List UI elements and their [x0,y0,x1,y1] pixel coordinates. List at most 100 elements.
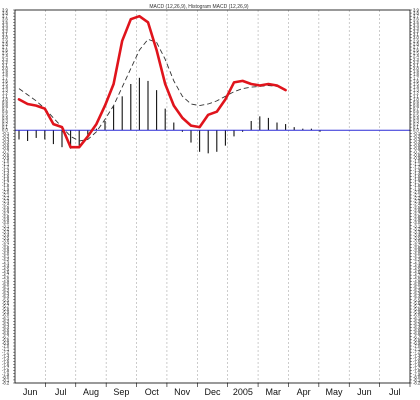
y-tick-label-left: 2.8 [2,41,8,46]
y-tick-label-right: -2.8 [413,214,420,219]
y-tick-label-left: 2.3 [2,57,8,62]
y-tick-label-left: -7.1 [2,347,10,352]
y-tick-label-left: 1.0 [2,97,8,102]
y-tick-label-right: -7.1 [413,347,420,352]
y-tick-label-right: 3.0 [413,35,419,40]
y-tick-label-left: -6.1 [2,316,10,321]
y-tick-label-right: -5.4 [413,294,420,299]
y-tick-label-right: -3.0 [413,220,420,225]
y-tick-label-right: -5.6 [413,300,420,305]
y-tick-label-right: -1.2 [413,165,420,170]
y-tick-label-right: -4.2 [413,257,420,262]
y-tick-label-left: -7.3 [2,353,10,358]
y-tick-label-left: 2.5 [2,51,8,56]
y-tick-label-right: -0.1 [413,131,420,136]
y-tick-label-left: -2.9 [2,217,10,222]
y-tick-label-right: -4.5 [413,266,420,271]
y-tick-label-left: -7.4 [2,356,10,361]
y-tick-label-right: -1.8 [413,183,420,188]
y-tick-label-right: -6.0 [413,313,420,318]
y-tick-label-right: -2.2 [413,196,420,201]
y-tick-label-left: -5.4 [2,294,10,299]
y-tick-label-left: -1.4 [2,171,10,176]
y-tick-label-right: -7.9 [413,371,420,376]
y-tick-label-right: -3.1 [413,223,420,228]
x-tick-label: Oct [145,387,160,397]
y-tick-label-right: -3.4 [413,233,420,238]
y-axis-right: 3.93.83.73.63.53.43.33.23.13.02.92.82.72… [410,8,420,386]
chart-title: MACD (12,26,9), Histogram MACD (12,26,9) [149,4,249,10]
y-tick-label-right: -6.6 [413,331,420,336]
y-tick-label-right: 2.3 [413,57,419,62]
y-tick-label-right: 1.3 [413,88,419,93]
y-tick-label-left: -4.6 [2,270,10,275]
y-tick-label-left: 0.1 [2,125,8,130]
y-tick-label-left: 1.5 [2,81,8,86]
y-tick-label-left: 3.4 [2,23,8,28]
x-tick-label: Nov [174,387,191,397]
y-tick-label-left: 0.3 [2,118,8,123]
y-tick-label-left: 1.7 [2,75,8,80]
y-tick-label-right: -1.3 [413,168,420,173]
y-tick-label-right: -8.0 [413,374,420,379]
y-tick-label-left: -5.5 [2,297,10,302]
y-tick-label-right: -5.0 [413,282,420,287]
y-tick-label-right: -4.7 [413,273,420,278]
y-tick-label-right: -0.5 [413,143,420,148]
plot-frame [14,9,411,384]
y-tick-label-right: -1.1 [413,162,420,167]
y-tick-label-left: -1.0 [2,159,10,164]
y-tick-label-right: 1.0 [413,97,419,102]
y-tick-label-right: -1.0 [413,159,420,164]
y-tick-label-right: -3.6 [413,239,420,244]
y-tick-label-left: -3.0 [2,220,10,225]
y-tick-label-left: -0.2 [2,134,10,139]
y-tick-label-left: -6.3 [2,322,10,327]
y-tick-label-left: 0.4 [2,115,8,120]
y-tick-label-right: -6.9 [413,340,420,345]
y-tick-label-left: -5.1 [2,285,10,290]
y-tick-label-left: -1.8 [2,183,10,188]
y-tick-label-left: -1.5 [2,174,10,179]
y-tick-label-right: -2.1 [413,192,420,197]
y-tick-label-left: 2.7 [2,44,8,49]
y-tick-label-left: -3.4 [2,233,10,238]
y-tick-label-left: -3.3 [2,229,10,234]
x-tick-label: 2005 [233,387,253,397]
y-tick-label-right: -6.2 [413,319,420,324]
x-tick-label: Apr [297,387,311,397]
x-tick-label: Jul [389,387,401,397]
y-tick-label-left: -0.5 [2,143,10,148]
y-tick-label-left: -2.1 [2,192,10,197]
y-tick-label-left: 2.6 [2,48,8,53]
y-tick-label-left: -3.6 [2,239,10,244]
y-tick-label-right: -5.2 [413,288,420,293]
y-tick-label-left: -5.2 [2,288,10,293]
y-tick-label-right: -6.1 [413,316,420,321]
y-tick-label-left: -3.9 [2,248,10,253]
y-tick-label-left: -7.0 [2,344,10,349]
y-tick-label-left: 3.3 [2,26,8,31]
y-tick-label-left: -3.7 [2,242,10,247]
y-tick-label-right: -5.3 [413,291,420,296]
x-tick-label: Mar [266,387,282,397]
y-tick-label-left: -0.4 [2,140,10,145]
y-tick-label-left: -3.5 [2,236,10,241]
y-tick-label-left: 0.2 [2,122,8,127]
y-tick-label-right: -7.3 [413,353,420,358]
y-tick-label-left: 1.1 [2,94,8,99]
y-tick-label-left: 2.4 [2,54,8,59]
y-tick-label-right: -6.8 [413,337,420,342]
y-tick-label-right: 1.8 [413,72,419,77]
y-tick-label-right: 3.2 [413,29,419,34]
y-tick-label-right: -3.8 [413,245,420,250]
y-tick-label-left: -4.9 [2,279,10,284]
y-tick-label-right: -0.9 [413,155,420,160]
y-tick-label-right: -1.5 [413,174,420,179]
y-tick-label-left: -5.0 [2,282,10,287]
y-tick-label-right: -7.4 [413,356,420,361]
y-tick-label-right: 0.7 [413,106,419,111]
y-tick-label-left: 1.4 [2,85,8,90]
y-tick-label-right: -4.4 [413,263,420,268]
y-tick-label-left: 3.9 [2,8,8,13]
